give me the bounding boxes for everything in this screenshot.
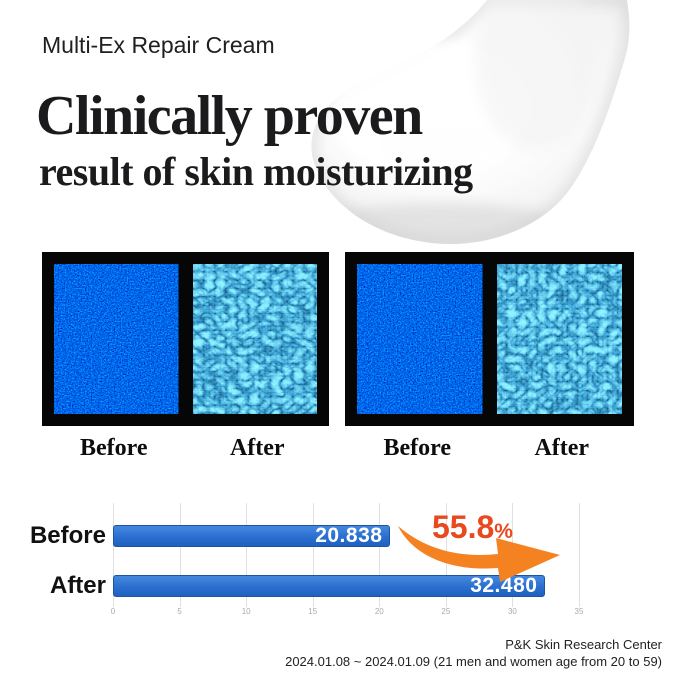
research-center: P&K Skin Research Center <box>505 637 662 652</box>
x-tick-label: 20 <box>374 607 384 616</box>
after-caption: After <box>229 435 285 461</box>
before-caption: Before <box>79 435 148 461</box>
increase-arrow-icon <box>398 526 560 582</box>
main-title-line1: Clinically proven <box>36 85 423 147</box>
bar-after: 32.480 <box>113 574 546 597</box>
category-label-before: Before <box>29 522 106 549</box>
skin-image-after-2 <box>496 264 622 414</box>
before-caption: Before <box>383 435 452 461</box>
gridline <box>179 503 181 607</box>
bar-before: 20.838 <box>113 524 391 547</box>
x-tick-label: 0 <box>110 607 116 616</box>
comparison-panel-2 <box>345 252 634 426</box>
increase-value: 55.8 <box>432 509 495 545</box>
main-title-line2: result of skin moisturizing <box>39 149 473 194</box>
product-name: Multi-Ex Repair Cream <box>42 32 275 58</box>
after-caption: After <box>534 435 590 461</box>
x-tick-label: 30 <box>507 607 517 616</box>
chart-plot: 0 5 10 15 20 25 30 35 20.838 32.480 <box>111 503 583 616</box>
study-details: 2024.01.08 ~ 2024.01.09 (21 men and wome… <box>285 654 662 669</box>
x-tick-label: 15 <box>308 607 318 616</box>
increase-percentage: 55.8% <box>432 511 513 543</box>
gridline <box>246 503 248 607</box>
comparison-panel-1 <box>42 252 329 426</box>
footer: P&K Skin Research Center 2024.01.08 ~ 20… <box>0 636 662 670</box>
gridline <box>579 503 580 607</box>
bar-value-label: 20.838 <box>315 524 383 547</box>
x-tick-label: 25 <box>441 607 451 616</box>
bar-value-label: 32.480 <box>470 574 538 597</box>
x-tick-label: 10 <box>241 607 251 616</box>
x-tick-label: 5 <box>177 607 182 616</box>
category-label-after: After <box>49 572 106 599</box>
gridline <box>113 503 114 607</box>
percent-sign: % <box>494 520 513 543</box>
x-tick-label: 35 <box>574 607 584 616</box>
skin-image-before-1 <box>54 264 179 414</box>
gridline <box>379 503 381 607</box>
gridline <box>312 503 314 607</box>
panel-1-captions: Before After <box>42 434 329 462</box>
skin-image-after-1 <box>192 264 317 414</box>
skin-image-before-2 <box>357 264 483 414</box>
panel-2-captions: Before After <box>345 434 634 462</box>
